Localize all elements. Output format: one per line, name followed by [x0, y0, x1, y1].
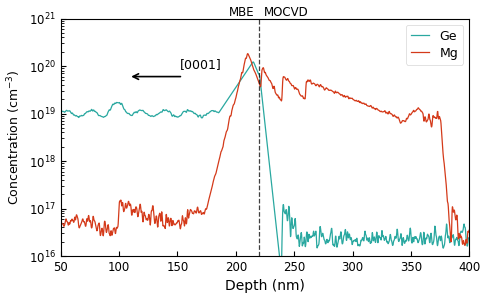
Mg: [245, 52, 251, 55]
Y-axis label: Concentration (cm$^{-3}$): Concentration (cm$^{-3}$): [5, 70, 23, 205]
Mg: [462, 244, 468, 247]
Ge: [467, 236, 472, 239]
Text: [0001]: [0001]: [180, 58, 222, 71]
Mg: [461, 239, 467, 242]
Ge: [198, 116, 204, 120]
Ge: [273, 217, 278, 221]
Ge: [250, 60, 256, 64]
Line: Ge: Ge: [61, 62, 469, 271]
Ge: [390, 244, 396, 247]
Text: MOCVD: MOCVD: [264, 6, 309, 19]
Mg: [157, 211, 163, 215]
Ge: [157, 111, 163, 115]
Ge: [58, 111, 64, 115]
Line: Mg: Mg: [61, 54, 469, 245]
Ge: [246, 65, 252, 69]
Mg: [273, 91, 278, 94]
Mg: [58, 216, 64, 220]
Mg: [247, 56, 253, 59]
Ge: [461, 223, 467, 227]
Text: MBE: MBE: [229, 6, 255, 19]
Ge: [278, 270, 284, 273]
Mg: [467, 228, 472, 232]
Mg: [198, 213, 204, 216]
Mg: [390, 113, 396, 117]
Legend: Ge, Mg: Ge, Mg: [406, 25, 463, 65]
X-axis label: Depth (nm): Depth (nm): [225, 280, 305, 293]
